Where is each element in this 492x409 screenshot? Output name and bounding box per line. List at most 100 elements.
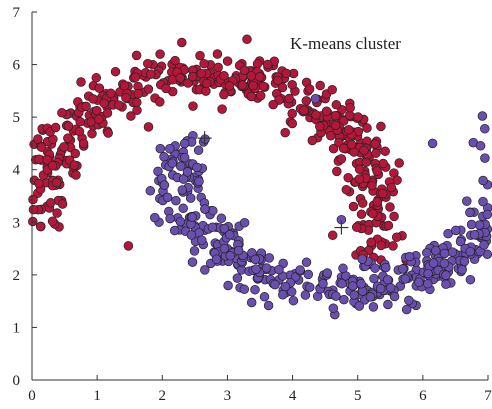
series-1-point: [220, 90, 229, 99]
series-1-point: [72, 171, 81, 180]
series-1-point: [64, 134, 73, 143]
series-1-point: [214, 63, 223, 72]
series-1-point: [120, 81, 129, 90]
series-1-point: [48, 217, 57, 226]
series-2-point: [429, 259, 438, 268]
series-1-point: [259, 82, 268, 91]
series-1-point: [202, 79, 211, 88]
series-1-point: [115, 101, 124, 110]
series-1-point: [77, 78, 86, 87]
series-1-point: [143, 59, 152, 68]
series-2-point: [340, 295, 349, 304]
series-2-point: [358, 255, 367, 264]
series-2-point: [190, 247, 199, 256]
series-2-point: [428, 139, 437, 148]
series-1-point: [378, 189, 387, 198]
series-1-point: [52, 178, 61, 187]
series-2-point: [423, 279, 432, 288]
series-2-point: [386, 283, 395, 292]
series-1-point: [124, 242, 133, 251]
series-1-point: [243, 35, 252, 44]
series-1-point: [134, 89, 143, 98]
series-1-point: [322, 107, 331, 116]
series-1-point: [196, 51, 205, 60]
series-1-point: [269, 100, 278, 109]
series-1-point: [373, 198, 382, 207]
series-1-point: [155, 98, 164, 107]
series-1-point: [37, 143, 46, 152]
series-1-point: [363, 124, 372, 133]
series-2-point: [165, 144, 174, 153]
series-2-point: [251, 285, 260, 294]
series-1-point: [372, 149, 381, 158]
series-1-point: [357, 210, 366, 219]
series-2-point: [339, 264, 348, 273]
series-1-point: [89, 95, 98, 104]
series-1-point: [305, 85, 314, 94]
series-1-point: [132, 98, 141, 107]
series-1-point: [332, 167, 341, 176]
series-2-point: [163, 193, 172, 202]
series-1-point: [381, 147, 390, 156]
series-2-point: [467, 220, 476, 229]
series-2-point: [150, 213, 159, 222]
series-2-point: [355, 302, 364, 311]
series-1-point: [218, 105, 227, 114]
series-1-point: [35, 155, 44, 164]
x-tick-label: 1: [93, 388, 101, 404]
series-2-point: [166, 214, 175, 223]
series-2-point: [329, 304, 338, 313]
series-2-point: [156, 144, 165, 153]
series-1-point: [329, 144, 338, 153]
chart-title: K-means cluster: [290, 34, 401, 53]
x-ticks: 01234567: [28, 375, 492, 404]
series-2-point: [305, 283, 314, 292]
series-1-point: [100, 99, 109, 108]
series-1-point: [177, 38, 186, 47]
series-2-point: [180, 153, 189, 162]
series-2-point: [398, 265, 407, 274]
x-tick-label: 2: [159, 388, 167, 404]
series-1-point: [390, 212, 399, 221]
series-1-point: [92, 106, 101, 115]
x-tick-label: 4: [289, 388, 297, 404]
series-2-point: [188, 213, 197, 222]
series-2-point: [225, 230, 234, 239]
series-2-point: [357, 279, 366, 288]
series-2-point: [212, 255, 221, 264]
series-1-point: [369, 209, 378, 218]
series-1-point: [131, 73, 140, 82]
x-tick-label: 0: [28, 388, 36, 404]
series-1-point: [355, 175, 364, 184]
x-tick-label: 6: [419, 388, 427, 404]
series-1-point: [346, 103, 355, 112]
series-1-point: [126, 112, 135, 121]
series-1-point: [337, 155, 346, 164]
series-2-point: [178, 186, 187, 195]
series-1-point: [48, 161, 57, 170]
series-1-point: [285, 94, 294, 103]
series-2-point: [217, 214, 226, 223]
series-2-point: [170, 226, 179, 235]
series-2-point: [281, 282, 290, 291]
series-2-point: [466, 247, 475, 256]
series-1-point: [355, 165, 364, 174]
series-2-point: [260, 292, 269, 301]
series-2-point: [224, 281, 233, 290]
series-1-point: [220, 71, 229, 80]
series-1-point: [377, 241, 386, 250]
series-2-point: [197, 236, 206, 245]
series-1-point: [344, 173, 353, 182]
series-2-point: [240, 218, 249, 227]
series-2-point: [483, 210, 492, 219]
series-1-point: [332, 100, 341, 109]
series-2-point: [338, 279, 347, 288]
series-2-point: [296, 266, 305, 275]
series-2-point: [371, 264, 380, 273]
series-2-point: [194, 146, 203, 155]
series-1-point: [371, 140, 380, 149]
y-tick-label: 0: [13, 373, 21, 389]
series-2-point: [195, 177, 204, 186]
series-1-point: [344, 125, 353, 134]
series-2-point: [168, 159, 177, 168]
